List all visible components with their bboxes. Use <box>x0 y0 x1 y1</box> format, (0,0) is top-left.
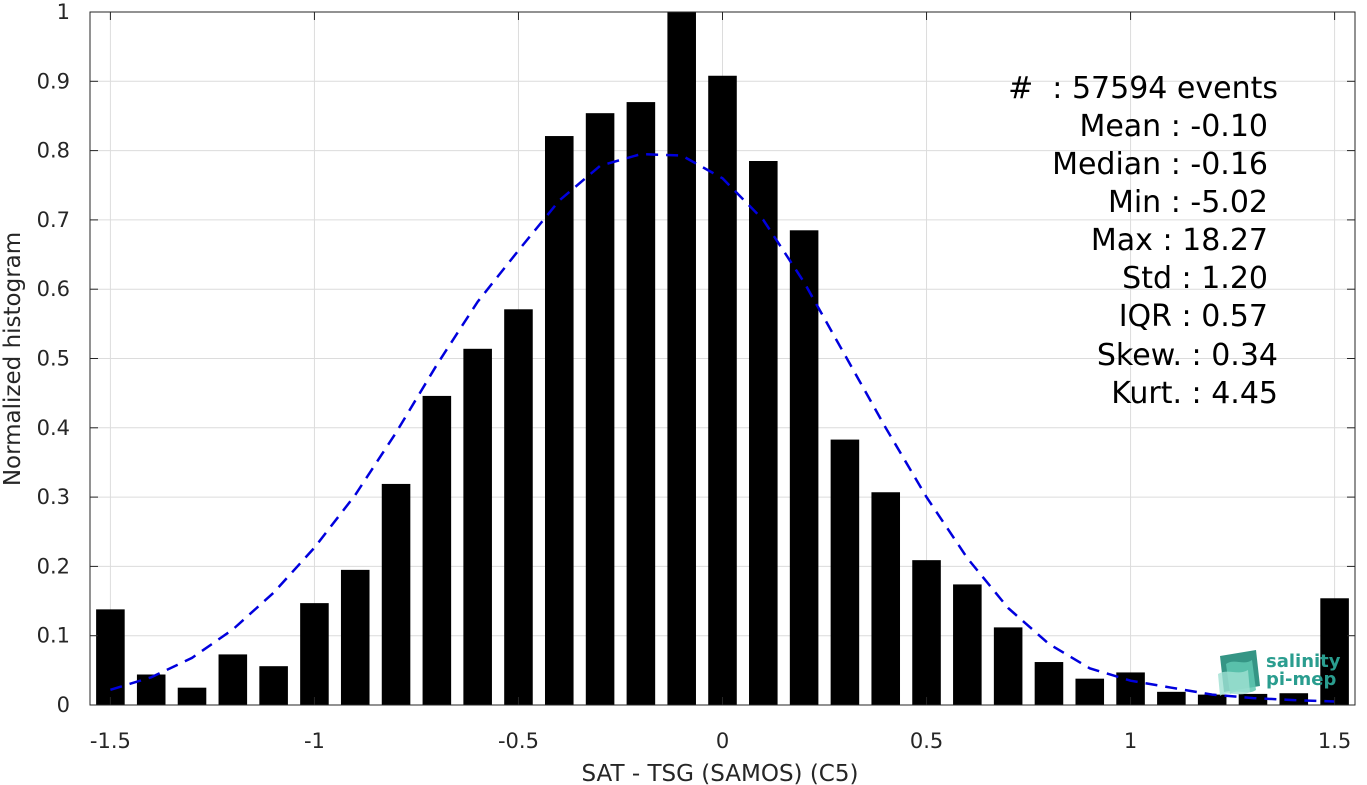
x-tick-label: 0.5 <box>910 729 943 753</box>
histogram-bar <box>177 687 207 705</box>
y-axis-label: Normalized histogram <box>0 232 26 486</box>
histogram-bar <box>912 560 941 705</box>
histogram-bar <box>1320 598 1349 705</box>
stat-median: Median : -0.16 <box>1052 147 1268 182</box>
x-tick-label: 1 <box>1124 729 1137 753</box>
stat-max: Max : 18.27 <box>1091 223 1268 258</box>
x-tick-label: -1.5 <box>90 729 131 753</box>
y-tick-label: 0 <box>57 693 70 717</box>
stat-min: Min : -5.02 <box>1108 185 1268 220</box>
histogram-bar <box>340 569 370 705</box>
x-tick-label: -0.5 <box>498 729 539 753</box>
axis-ticks: -1.5 -1 -0.5 0 0.5 1 1.5 0 0.1 0.2 0.3 0.4 0.5 0.6 0.7… <box>37 0 1355 753</box>
histogram-bar <box>667 12 696 705</box>
histogram-bar <box>789 230 819 706</box>
stat-mean: Mean : -0.10 <box>1079 109 1268 144</box>
y-tick-label: 0.5 <box>37 347 70 371</box>
histogram-bar <box>422 395 452 705</box>
stat-iqr: IQR : 0.57 <box>1119 299 1268 334</box>
histogram-bar <box>259 666 288 705</box>
x-tick-label: -1 <box>304 729 325 753</box>
stat-kurt: Kurt. : 4.45 <box>1111 376 1278 411</box>
y-tick-label: 0.2 <box>37 554 70 578</box>
stat-skew: Skew. : 0.34 <box>1097 338 1278 373</box>
histogram-bar <box>1157 691 1186 705</box>
y-tick-label: 1 <box>57 0 70 24</box>
normal-fit-curve <box>110 152 1335 703</box>
histogram-bar <box>136 674 166 705</box>
histogram-bar <box>1238 693 1268 705</box>
y-tick-label: 0.8 <box>37 139 70 163</box>
wave-logo-icon <box>1218 650 1260 696</box>
y-tick-label: 0.7 <box>37 208 70 232</box>
histogram-bar <box>1075 678 1105 705</box>
histogram-bar <box>218 654 248 705</box>
y-tick-label: 0.1 <box>37 624 70 648</box>
histogram-bar <box>830 439 860 705</box>
x-axis-label: SAT - TSG (SAMOS) (C5) <box>582 761 859 785</box>
salinity-pimep-logo: salinity pi-mep <box>1218 650 1341 696</box>
histogram-bar <box>300 603 329 705</box>
histogram-bar <box>749 160 778 705</box>
histogram-bar <box>544 136 574 705</box>
histogram-bar <box>1197 694 1227 705</box>
histogram-bar <box>993 627 1023 705</box>
x-tick-label: 0 <box>716 729 729 753</box>
histogram-bar <box>871 492 901 705</box>
logo-line-2: pi-mep <box>1266 669 1336 690</box>
histogram-bar <box>585 113 615 706</box>
histogram-bar <box>953 584 982 705</box>
y-tick-label: 0.4 <box>37 416 70 440</box>
y-tick-label: 0.9 <box>37 69 70 93</box>
histogram-bar <box>96 609 125 705</box>
histogram-bar <box>381 483 411 705</box>
y-tick-label: 0.6 <box>37 277 70 301</box>
stat-events: # : 57594 events <box>1008 71 1278 106</box>
histogram-bar <box>504 309 533 705</box>
histogram-bar <box>626 102 656 706</box>
histogram-bar <box>463 348 492 705</box>
x-tick-label: 1.5 <box>1318 729 1351 753</box>
logo-line-1: salinity <box>1266 651 1341 672</box>
histogram-bar <box>708 75 737 706</box>
histogram-bar <box>1034 662 1064 705</box>
stats-box: # : 57594 events Mean : -0.10 Median : -… <box>1008 71 1278 411</box>
stat-std: Std : 1.20 <box>1122 261 1268 296</box>
y-tick-label: 0.3 <box>37 485 70 509</box>
